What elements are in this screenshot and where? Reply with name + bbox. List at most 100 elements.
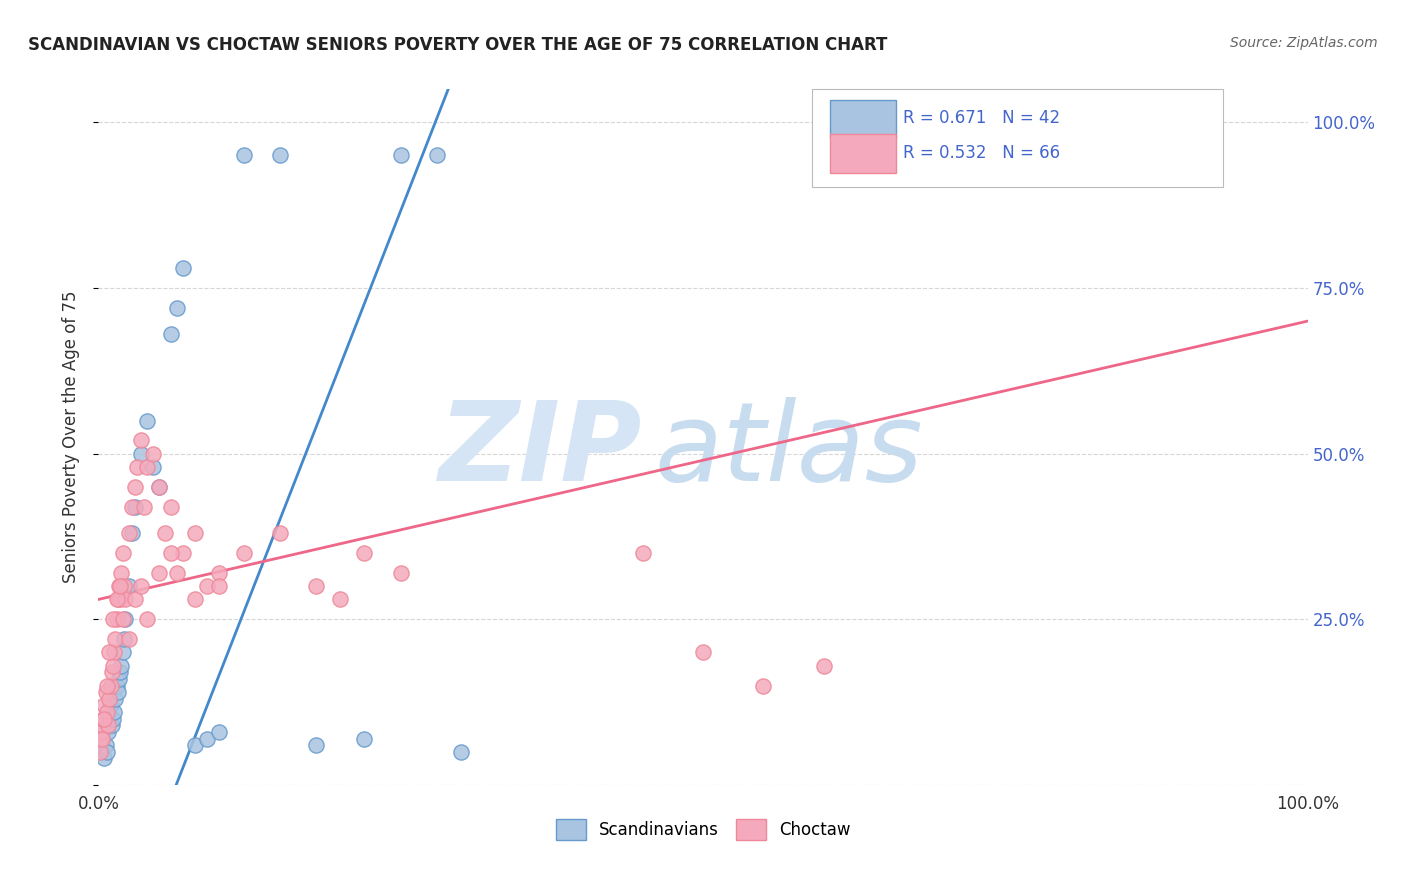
- Point: [172, 261, 194, 276]
- Point: [89, 745, 111, 759]
- Point: [96, 705, 118, 719]
- Point: [208, 579, 231, 593]
- Point: [232, 546, 254, 560]
- Point: [208, 725, 231, 739]
- Point: [269, 148, 291, 162]
- Point: [195, 731, 218, 746]
- Point: [148, 480, 170, 494]
- Text: ZIP: ZIP: [439, 398, 643, 505]
- Point: [111, 546, 134, 560]
- Point: [269, 526, 291, 541]
- Point: [103, 705, 125, 719]
- Point: [93, 751, 115, 765]
- Point: [129, 447, 152, 461]
- Point: [104, 632, 127, 647]
- Point: [103, 645, 125, 659]
- Point: [93, 698, 115, 713]
- FancyBboxPatch shape: [811, 89, 1223, 186]
- Point: [813, 658, 835, 673]
- Text: SCANDINAVIAN VS CHOCTAW SENIORS POVERTY OVER THE AGE OF 75 CORRELATION CHART: SCANDINAVIAN VS CHOCTAW SENIORS POVERTY …: [28, 36, 887, 54]
- Point: [135, 413, 157, 427]
- Point: [148, 566, 170, 580]
- Point: [93, 712, 115, 726]
- Point: [142, 459, 165, 474]
- Point: [98, 712, 121, 726]
- Point: [160, 327, 183, 342]
- Point: [97, 718, 120, 732]
- Point: [100, 698, 122, 713]
- Point: [108, 592, 131, 607]
- Point: [100, 665, 122, 680]
- Y-axis label: Seniors Poverty Over the Age of 75: Seniors Poverty Over the Age of 75: [62, 291, 80, 583]
- Point: [96, 679, 118, 693]
- Point: [118, 526, 141, 541]
- Point: [329, 592, 352, 607]
- Point: [112, 632, 135, 647]
- Point: [134, 500, 156, 514]
- Point: [107, 685, 129, 699]
- Point: [129, 434, 152, 448]
- Point: [631, 546, 654, 560]
- Point: [184, 526, 207, 541]
- Point: [184, 592, 207, 607]
- Point: [91, 718, 114, 732]
- Point: [389, 148, 412, 162]
- Point: [96, 745, 118, 759]
- Point: [110, 658, 132, 673]
- Point: [105, 592, 128, 607]
- Point: [90, 725, 112, 739]
- Point: [166, 566, 188, 580]
- Point: [118, 632, 141, 647]
- Point: [91, 731, 114, 746]
- Point: [108, 672, 131, 686]
- Point: [129, 579, 152, 593]
- Point: [118, 579, 141, 593]
- Point: [110, 566, 132, 580]
- Point: [124, 500, 146, 514]
- Point: [232, 148, 254, 162]
- Point: [353, 731, 375, 746]
- Point: [94, 738, 117, 752]
- Text: Source: ZipAtlas.com: Source: ZipAtlas.com: [1230, 36, 1378, 50]
- Point: [101, 612, 124, 626]
- Point: [97, 725, 120, 739]
- Point: [105, 612, 128, 626]
- Point: [111, 645, 134, 659]
- Point: [105, 679, 128, 693]
- Point: [135, 612, 157, 626]
- Point: [160, 546, 183, 560]
- Point: [305, 579, 328, 593]
- Point: [135, 459, 157, 474]
- FancyBboxPatch shape: [830, 100, 897, 138]
- Point: [148, 480, 170, 494]
- Point: [89, 745, 111, 759]
- Point: [208, 566, 231, 580]
- Point: [101, 712, 124, 726]
- Point: [160, 500, 183, 514]
- Point: [142, 447, 165, 461]
- Point: [752, 679, 775, 693]
- Point: [1115, 115, 1137, 129]
- Point: [121, 526, 143, 541]
- Point: [172, 546, 194, 560]
- Point: [692, 645, 714, 659]
- Point: [101, 658, 124, 673]
- Point: [108, 579, 131, 593]
- Point: [108, 579, 131, 593]
- Point: [353, 546, 375, 560]
- Point: [108, 665, 131, 680]
- Point: [104, 691, 127, 706]
- Point: [114, 592, 136, 607]
- Point: [184, 738, 207, 752]
- Legend: Scandinavians, Choctaw: Scandinavians, Choctaw: [548, 813, 858, 847]
- Point: [124, 592, 146, 607]
- Point: [166, 301, 188, 315]
- Point: [112, 579, 135, 593]
- Point: [91, 731, 114, 746]
- Point: [111, 612, 134, 626]
- Text: R = 0.671   N = 42: R = 0.671 N = 42: [903, 110, 1060, 128]
- Point: [426, 148, 449, 162]
- Point: [98, 645, 121, 659]
- Point: [124, 480, 146, 494]
- Point: [100, 718, 122, 732]
